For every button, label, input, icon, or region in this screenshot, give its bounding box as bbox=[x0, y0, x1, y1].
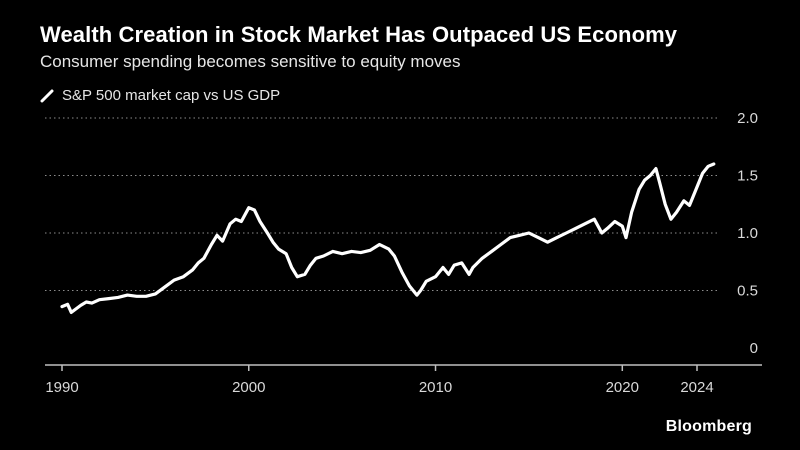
legend-label: S&P 500 market cap vs US GDP bbox=[62, 87, 281, 104]
y-tick-label: 1.0 bbox=[737, 225, 758, 242]
legend-line-icon bbox=[40, 89, 54, 102]
chart-legend: S&P 500 market cap vs US GDP bbox=[40, 87, 280, 104]
x-tick-label: 1990 bbox=[45, 379, 78, 396]
x-tick-label: 2024 bbox=[680, 379, 713, 396]
chart-subtitle: Consumer spending becomes sensitive to e… bbox=[40, 52, 461, 71]
chart-title: Wealth Creation in Stock Market Has Outp… bbox=[40, 22, 678, 47]
y-tick-label: 0.5 bbox=[737, 283, 758, 300]
y-tick-label: 1.5 bbox=[737, 168, 758, 185]
y-tick-label: 2.0 bbox=[737, 110, 758, 127]
y-tick-label: 0 bbox=[750, 340, 758, 357]
x-tick-label: 2000 bbox=[232, 379, 265, 396]
x-tick-label: 2020 bbox=[606, 379, 639, 396]
x-tick-label: 2010 bbox=[419, 379, 452, 396]
series-line bbox=[60, 162, 716, 314]
bloomberg-logo: Bloomberg bbox=[665, 418, 752, 435]
